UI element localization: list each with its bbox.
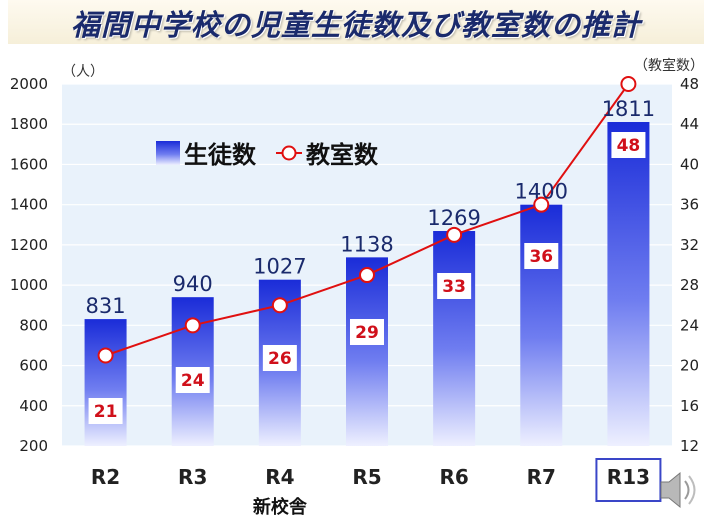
y-right-tick-24: 24 <box>680 316 699 334</box>
y-right-tick-20: 20 <box>680 357 699 375</box>
legend-line-marker <box>281 145 297 161</box>
bar-R7 <box>520 204 563 446</box>
y-left-tick-1200: 1200 <box>10 236 48 254</box>
y-left-tick-400: 400 <box>19 397 48 415</box>
point-label-R5: 29 <box>350 319 384 345</box>
y-left-tick-1400: 1400 <box>10 196 48 214</box>
point-R4 <box>271 297 288 314</box>
point-R3 <box>184 317 201 334</box>
point-label-box <box>437 273 472 299</box>
title-banner <box>8 0 704 44</box>
bar-R5 <box>346 257 388 446</box>
y-left-tick-1000: 1000 <box>10 276 48 294</box>
y-right-tick-12: 12 <box>680 437 699 455</box>
point-label-text: 29 <box>355 323 379 343</box>
y-right-tick-32: 32 <box>680 236 699 254</box>
bar-value-R13: 1811 <box>602 97 655 121</box>
point-label-box <box>88 398 123 424</box>
bar-value-R4: 1027 <box>253 255 306 279</box>
point-label-box <box>175 367 210 393</box>
point-label-R6: 33 <box>437 273 472 299</box>
point-label-text: 24 <box>181 371 205 391</box>
bar-value-R7: 1400 <box>515 180 568 204</box>
y-left-tick-1800: 1800 <box>10 115 48 133</box>
bar-value-R6: 1269 <box>427 206 480 230</box>
x-tick-R4: R4 <box>265 465 294 489</box>
point-label-text: 21 <box>94 402 118 422</box>
point-label-text: 33 <box>442 277 466 297</box>
point-label-box <box>524 243 559 269</box>
legend-bar-swatch <box>156 141 180 165</box>
new-building-note: 新校舎 <box>253 496 308 518</box>
x-tick-R2: R2 <box>91 465 120 489</box>
y-left-tick-200: 200 <box>19 437 48 455</box>
y-right-tick-28: 28 <box>680 276 699 294</box>
y-left-tick-1600: 1600 <box>10 155 48 173</box>
y-left-tick-800: 800 <box>19 316 48 334</box>
highlight-box-R13 <box>595 458 662 502</box>
point-label-R7: 36 <box>524 243 559 269</box>
legend-bar-label: 生徒数 <box>184 141 257 169</box>
point-label-box <box>350 319 384 345</box>
legend-line-label: 教室数 <box>306 141 379 169</box>
y-right-tick-36: 36 <box>680 196 699 214</box>
y-right-tick-48: 48 <box>680 75 699 93</box>
point-label-R4: 26 <box>262 345 297 371</box>
point-R6 <box>446 226 463 243</box>
x-tick-R5: R5 <box>352 465 381 489</box>
x-tick-R6: R6 <box>439 465 468 489</box>
bar-value-R5: 1138 <box>340 232 393 256</box>
legend: 生徒数 教室数 <box>156 141 379 169</box>
bar-value-R2: 831 <box>86 294 126 318</box>
point-label-R2: 21 <box>88 398 123 424</box>
point-label-box <box>611 132 646 158</box>
point-R2 <box>97 347 114 364</box>
point-label-R13: 48 <box>611 132 646 158</box>
point-R7 <box>533 196 550 213</box>
speaker-icon[interactable] <box>660 471 696 509</box>
x-tick-R7: R7 <box>527 465 556 489</box>
y-left-tick-2000: 2000 <box>10 75 48 93</box>
y-right-tick-16: 16 <box>680 397 699 415</box>
x-tick-R13: R13 <box>607 465 650 489</box>
bar-R2 <box>84 319 127 446</box>
point-label-text: 26 <box>268 349 292 369</box>
y-right-tick-40: 40 <box>680 155 699 173</box>
point-label-box <box>262 345 297 371</box>
point-label-R3: 24 <box>175 367 210 393</box>
y-right-label: （教室数） <box>634 57 704 74</box>
point-R5 <box>359 267 375 284</box>
point-label-text: 36 <box>529 247 553 267</box>
bar-R6 <box>433 231 476 446</box>
x-tick-R3: R3 <box>178 465 207 489</box>
y-right-tick-44: 44 <box>680 115 699 133</box>
point-R13 <box>620 76 637 92</box>
y-left-label: （人） <box>62 64 104 80</box>
bar-R13 <box>607 122 650 446</box>
page-title: 福間中学校の児童生徒数及び教室数の推計 <box>70 8 641 42</box>
bar-value-R3: 940 <box>173 272 213 296</box>
point-label-text: 48 <box>617 136 641 156</box>
y-left-tick-600: 600 <box>19 357 48 375</box>
